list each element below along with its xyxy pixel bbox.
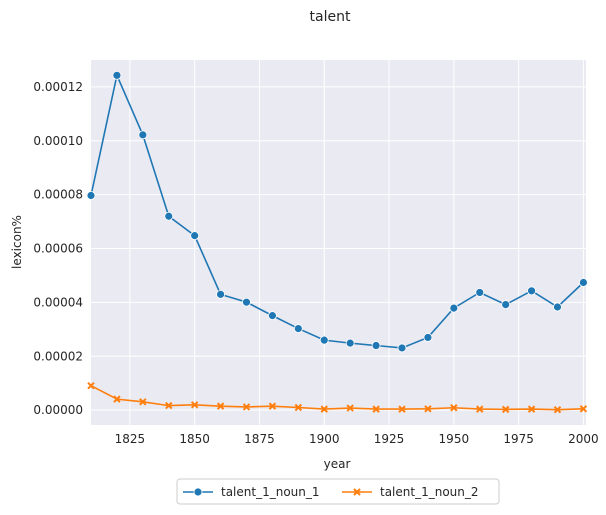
data-point xyxy=(165,401,173,410)
marker-stroke xyxy=(372,405,380,413)
data-point xyxy=(87,381,95,390)
data-point xyxy=(579,278,588,287)
data-point xyxy=(190,401,199,409)
x-axis-title: year xyxy=(324,457,351,471)
legend-marker xyxy=(353,488,361,496)
x-tick-label: 2000 xyxy=(568,432,599,446)
data-point xyxy=(164,211,174,221)
x-tick-label: 1825 xyxy=(115,432,146,446)
data-point xyxy=(553,405,562,414)
series-talent_1_noun_1 xyxy=(86,70,588,353)
x-axis-ticks: 1825 1850 1875 1900 1925 1950 1975 2000 xyxy=(115,432,599,446)
marker-stroke xyxy=(190,401,199,409)
marker-stroke xyxy=(268,402,277,410)
legend-label: talent_1_noun_1 xyxy=(221,485,320,499)
data-point xyxy=(216,289,225,299)
data-point xyxy=(476,405,484,413)
marker-stroke xyxy=(87,381,95,390)
y-tick-label: 0.00002 xyxy=(33,349,83,363)
y-tick-label: 0.00006 xyxy=(33,242,83,256)
y-tick-label: 0.00004 xyxy=(33,295,83,309)
data-point xyxy=(527,286,536,296)
y-axis-ticks: 0.00000 0.00002 0.00004 0.00006 0.00008 0.000… xyxy=(33,80,83,417)
data-point xyxy=(319,335,329,345)
data-point xyxy=(501,405,510,414)
data-point xyxy=(475,288,485,297)
data-point xyxy=(449,303,459,313)
data-point xyxy=(450,404,458,412)
marker-stroke xyxy=(501,405,510,414)
marker-stroke xyxy=(398,405,406,413)
y-tick-label: 0.00008 xyxy=(33,188,83,202)
marker-stroke xyxy=(242,403,251,411)
data-point xyxy=(242,297,251,307)
data-point xyxy=(553,302,562,312)
x-tick-label: 1925 xyxy=(374,432,405,446)
y-tick-label: 0.00010 xyxy=(33,134,83,148)
data-point xyxy=(294,403,303,412)
legend: talent_1_noun_1 talent_1_noun_2 xyxy=(176,478,500,505)
data-point xyxy=(501,300,511,309)
x-tick-label: 1900 xyxy=(309,432,340,446)
y-tick-label: 0.00012 xyxy=(33,80,83,94)
data-point xyxy=(372,405,380,413)
marker-stroke xyxy=(476,405,484,413)
data-point xyxy=(86,191,96,200)
marker-stroke xyxy=(553,405,562,414)
data-point xyxy=(190,231,200,241)
marker-stroke xyxy=(527,405,536,413)
marker-stroke xyxy=(294,403,303,412)
data-point xyxy=(113,395,121,403)
series-line xyxy=(90,384,584,411)
marker-stroke xyxy=(320,405,328,413)
series-line xyxy=(90,72,584,349)
marker-stroke xyxy=(165,401,173,410)
y-axis-title: lexicon% xyxy=(10,215,24,269)
legend-marker xyxy=(193,487,203,497)
data-point xyxy=(346,404,354,412)
marker-stroke xyxy=(424,405,432,413)
marker-stroke xyxy=(346,404,354,412)
data-point xyxy=(371,341,381,350)
x-tick-label: 1975 xyxy=(503,432,534,446)
plot-area xyxy=(91,60,586,425)
grid-lines xyxy=(91,60,586,425)
y-tick-label: 0.00000 xyxy=(33,403,83,417)
data-point xyxy=(268,311,277,321)
data-point xyxy=(423,333,433,342)
series-layer xyxy=(86,70,588,414)
x-tick-label: 1850 xyxy=(179,432,210,446)
data-point xyxy=(345,338,355,348)
x-tick-label: 1950 xyxy=(439,432,470,446)
data-point xyxy=(138,130,148,140)
legend-box xyxy=(176,478,500,505)
data-point xyxy=(112,70,122,80)
data-point xyxy=(424,405,432,413)
data-point xyxy=(216,402,225,410)
marker-stroke xyxy=(113,395,121,403)
data-point xyxy=(268,402,277,410)
legend-label: talent_1_noun_2 xyxy=(380,485,479,499)
data-point xyxy=(398,405,406,413)
marker-stroke xyxy=(216,402,225,410)
data-point xyxy=(320,405,328,413)
marker-stroke xyxy=(139,398,147,406)
data-point xyxy=(139,398,147,406)
marker-stroke xyxy=(450,404,458,412)
data-point xyxy=(293,324,303,333)
data-point xyxy=(527,405,536,413)
marker-stroke xyxy=(579,405,588,413)
marker-stroke xyxy=(353,488,361,496)
data-point xyxy=(397,343,407,353)
series-talent_1_noun_2 xyxy=(87,381,588,414)
x-tick-label: 1875 xyxy=(244,432,275,446)
data-point xyxy=(579,405,588,413)
data-point xyxy=(242,403,251,411)
chart-title: talent xyxy=(310,9,351,25)
